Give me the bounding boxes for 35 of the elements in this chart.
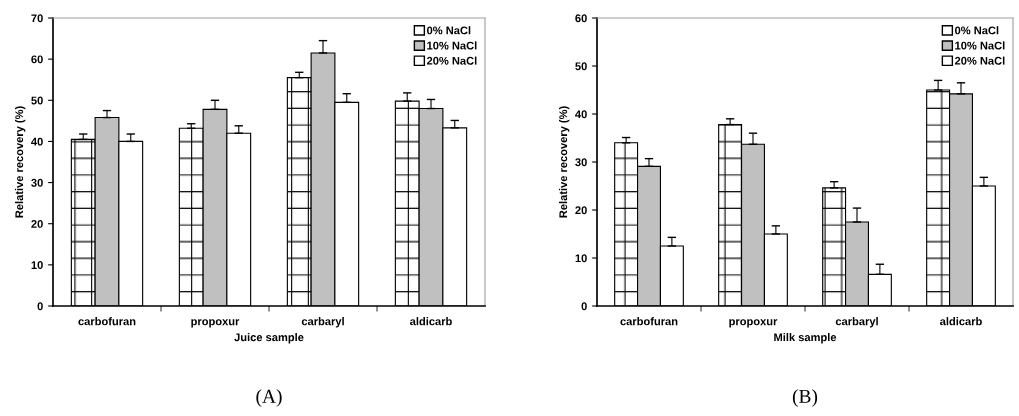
y-axis-title: Relative recovery (%) — [15, 106, 26, 218]
y-tick-label: 20 — [31, 219, 43, 228]
y-tick-label: 30 — [575, 158, 587, 167]
x-axis-title: Milk sample — [774, 333, 837, 344]
x-tick-label: carbaryl — [835, 317, 878, 328]
legend-label: 20% NaCl — [426, 56, 477, 65]
y-tick-label: 40 — [575, 110, 587, 119]
legend-label: 20% NaCl — [954, 56, 1005, 65]
text: (B) — [792, 389, 818, 407]
legend-label: 0% NaCl — [955, 26, 999, 35]
y-tick-label: 10 — [31, 261, 43, 269]
x-tick-label: carbofuran — [620, 317, 678, 326]
x-tick-label: aldicarb — [410, 317, 452, 326]
y-tick-label: 0 — [37, 302, 43, 311]
y-tick-label: 70 — [31, 14, 43, 23]
y-tick-label: 40 — [31, 137, 43, 146]
x-tick-label: propoxur — [729, 319, 778, 328]
y-tick-label: 10 — [575, 254, 587, 263]
legend-label: 10% NaCl — [427, 41, 477, 50]
x-tick-label: carbofuran — [78, 317, 136, 326]
y-axis-title: Relative recovery (%) — [559, 106, 570, 218]
y-tick-label: 20 — [575, 206, 587, 215]
y-tick-label: 30 — [31, 178, 43, 187]
text: (A) — [256, 389, 282, 407]
x-axis-title: Juice sample — [234, 333, 304, 344]
legend-label: 10% NaCl — [955, 41, 1005, 50]
y-tick-label: 60 — [31, 55, 43, 64]
legend-label: 0% NaCl — [427, 26, 471, 35]
x-tick-label: carbaryl — [301, 317, 344, 328]
y-tick-label: 50 — [575, 62, 587, 71]
y-tick-label: 50 — [31, 96, 43, 105]
y-tick-label: 60 — [575, 14, 587, 23]
x-tick-label: propoxur — [191, 319, 240, 328]
x-tick-label: aldicarb — [940, 317, 982, 326]
y-tick-label: 0 — [581, 302, 587, 311]
